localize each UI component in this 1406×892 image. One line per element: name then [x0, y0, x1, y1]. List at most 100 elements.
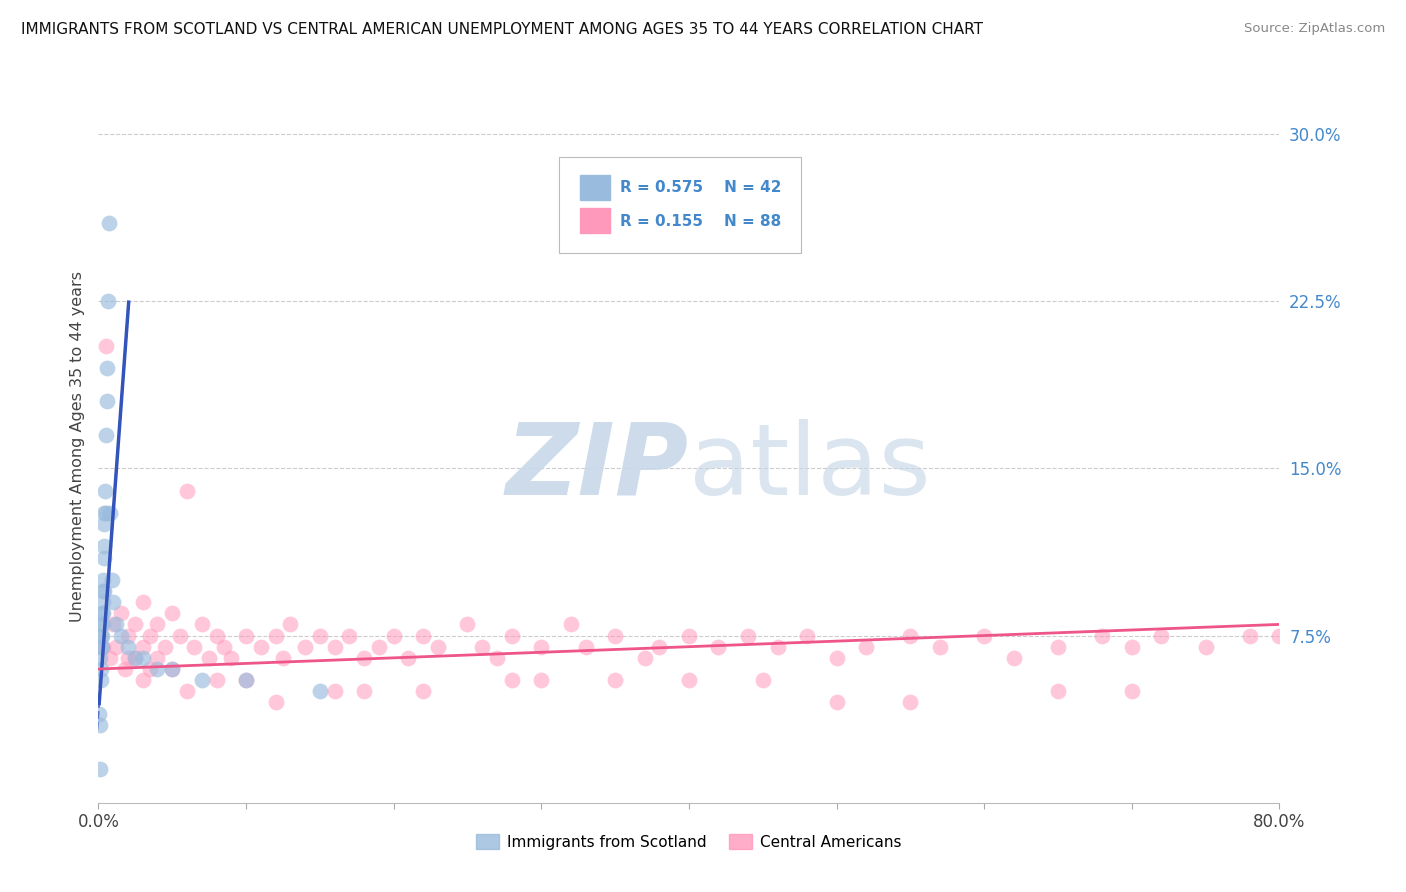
Point: [198, 651, 221, 665]
Point: [855, 640, 877, 654]
Point: [205, 628, 228, 642]
Point: [103, 617, 125, 632]
Point: [235, 628, 257, 642]
Point: [176, 684, 198, 698]
Point: [707, 640, 730, 654]
Point: [900, 696, 922, 710]
Point: [575, 640, 598, 654]
Point: [605, 673, 627, 687]
Y-axis label: Unemployment Among Ages 35 to 44 years: Unemployment Among Ages 35 to 44 years: [69, 270, 84, 622]
Point: [212, 640, 235, 654]
Point: [89, 651, 111, 665]
Point: [280, 617, 302, 632]
Point: [271, 651, 294, 665]
Text: atlas: atlas: [689, 419, 931, 516]
Point: [634, 651, 657, 665]
Point: [98, 506, 121, 520]
Point: [737, 628, 759, 642]
Point: [91, 640, 114, 654]
Point: [91, 595, 114, 609]
Point: [973, 628, 995, 642]
Point: [264, 696, 287, 710]
Point: [353, 651, 375, 665]
Point: [89, 762, 111, 776]
Point: [1121, 684, 1143, 698]
Point: [93, 550, 115, 565]
Point: [90, 640, 112, 654]
Point: [323, 640, 346, 654]
Point: [105, 617, 128, 632]
Point: [1002, 651, 1025, 665]
Point: [1150, 628, 1173, 642]
Point: [91, 617, 114, 632]
Point: [103, 595, 125, 609]
Point: [825, 696, 848, 710]
Point: [91, 607, 114, 621]
Point: [91, 640, 114, 654]
Point: [90, 628, 112, 642]
Point: [471, 640, 494, 654]
Point: [139, 628, 162, 642]
Point: [398, 651, 420, 665]
Point: [124, 651, 146, 665]
Point: [1195, 640, 1218, 654]
Point: [205, 673, 228, 687]
Point: [678, 673, 700, 687]
Point: [530, 673, 553, 687]
Point: [309, 628, 332, 642]
Point: [132, 640, 155, 654]
FancyBboxPatch shape: [560, 157, 801, 253]
Point: [146, 662, 169, 676]
Point: [162, 607, 183, 621]
Point: [235, 673, 257, 687]
Point: [900, 628, 922, 642]
Point: [124, 617, 146, 632]
Point: [162, 662, 183, 676]
Point: [98, 651, 121, 665]
Legend: Immigrants from Scotland, Central Americans: Immigrants from Scotland, Central Americ…: [470, 828, 908, 855]
Point: [486, 651, 509, 665]
Point: [796, 628, 818, 642]
Text: IMMIGRANTS FROM SCOTLAND VS CENTRAL AMERICAN UNEMPLOYMENT AMONG AGES 35 TO 44 YE: IMMIGRANTS FROM SCOTLAND VS CENTRAL AMER…: [21, 22, 983, 37]
Point: [117, 628, 139, 642]
Point: [93, 539, 115, 553]
Point: [97, 216, 120, 230]
Point: [1047, 684, 1070, 698]
Point: [89, 717, 111, 731]
Point: [221, 651, 243, 665]
Point: [1121, 640, 1143, 654]
Point: [191, 673, 214, 687]
Point: [139, 662, 162, 676]
Point: [1047, 640, 1070, 654]
Point: [368, 640, 391, 654]
Point: [309, 684, 332, 698]
Point: [929, 640, 952, 654]
Point: [766, 640, 789, 654]
Point: [183, 640, 205, 654]
FancyBboxPatch shape: [581, 175, 610, 200]
Point: [457, 617, 479, 632]
Point: [89, 706, 111, 721]
Point: [501, 673, 523, 687]
Point: [678, 628, 700, 642]
Point: [132, 651, 155, 665]
Point: [91, 583, 114, 598]
Point: [169, 628, 191, 642]
Point: [94, 506, 117, 520]
Point: [117, 640, 139, 654]
Point: [100, 573, 122, 587]
Point: [294, 640, 316, 654]
Point: [1268, 628, 1291, 642]
Point: [117, 651, 139, 665]
Point: [825, 651, 848, 665]
Text: ZIP: ZIP: [506, 419, 689, 516]
Point: [146, 617, 169, 632]
Point: [605, 628, 627, 642]
Point: [382, 628, 405, 642]
Point: [110, 607, 132, 621]
Point: [90, 662, 112, 676]
FancyBboxPatch shape: [581, 209, 610, 234]
Point: [162, 662, 183, 676]
Point: [412, 628, 434, 642]
Point: [93, 516, 115, 531]
